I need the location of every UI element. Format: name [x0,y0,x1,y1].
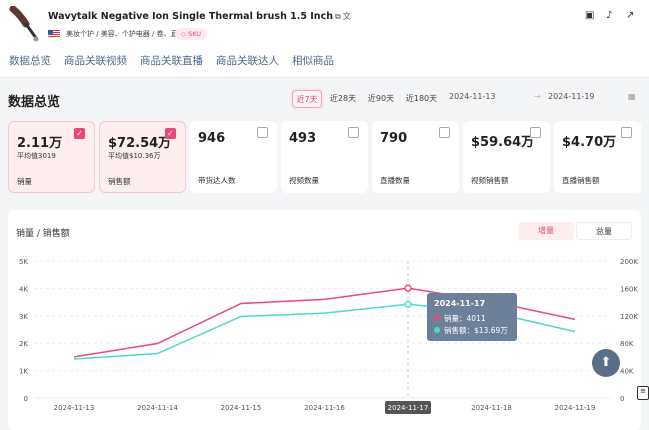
range-7d[interactable]: 近7天 [292,90,322,108]
metric-card[interactable]: $59.64万视频销售额 [463,121,550,193]
tooltip-dot-icon [434,315,440,321]
metric-card[interactable]: 2.11万 平均值3019 销量 ✓ [8,121,95,193]
x-tick-label: 2024-11-16 [304,404,345,412]
qrcode-icon[interactable]: ▣ [585,10,595,21]
metric-value: 790 [380,131,408,146]
metric-label: 销量 [17,177,32,186]
sku-badge[interactable]: ◇ SKU [175,28,208,40]
product-category: 美妆个护 / 美容、个护电器 / 卷、直发器 [66,30,192,38]
overview-title: 数据总览 [8,95,61,110]
x-tick-label: 2024-11-15 [221,404,262,412]
metric-label: 销售额 [108,177,131,186]
x-tick-label: 2024-11-18 [471,404,512,412]
tab-overview[interactable]: 数据总览 [9,55,51,67]
copy-icon[interactable]: ⧉ [334,12,341,21]
x-tick-highlight-bg [385,401,431,414]
metric-value: 493 [289,131,317,146]
metric-label: 带货达人数 [198,176,236,185]
chart-panel [8,210,641,430]
sales-chart[interactable]: 0 0 1K 40K 2K 80K 3K 120K 4K 160K 5K 200K 2024-11-13… [0,250,649,420]
range-180d[interactable]: 近180天 [405,94,438,103]
highlight-point [404,300,412,308]
tooltip-row-sales-amount: 销售额：$13.69万 [434,325,508,336]
metric-card[interactable]: 493 视频数量 [281,121,368,193]
y-left-tick-label: 5K [19,258,28,266]
tab-related-lives[interactable]: 商品关联直播 [140,55,203,67]
metric-card[interactable]: $4.70万直播销售额 [554,121,641,193]
tooltip-dot-icon [434,327,440,333]
y-left-tick-label: 4K [19,285,28,293]
metric-value: $59.64万 [471,135,535,150]
y-right-tick-label: 80K [620,340,634,348]
metric-checkbox[interactable] [257,127,268,138]
x-tick-label: 2024-11-17 [388,404,429,412]
metric-average: 平均值3019 [17,152,56,160]
metric-value: 946 [198,131,226,146]
metric-checkbox[interactable]: ✓ [165,128,176,139]
external-link-icon[interactable]: ↗ [626,10,635,21]
product-thumbnail [9,6,39,42]
metric-checkbox[interactable]: ✓ [74,128,85,139]
tag-icon: ◇ [181,30,189,38]
tab-similar-products[interactable]: 相似商品 [292,55,334,67]
metric-card[interactable]: $72.54万 平均值$10.36万 销售额 ✓ [99,121,186,193]
metric-value: $72.54万 [108,136,172,151]
y-right-tick-label: 200K [620,258,638,266]
chart-tooltip: 2024-11-17 销量：4011 销售额：$13.69万 [427,293,517,341]
metric-value: $4.70万 [562,135,617,150]
toggle-total[interactable]: 总量 [576,222,632,240]
y-left-tick-label: 2K [19,340,28,348]
header-divider [0,77,649,78]
x-tick-label: 2024-11-13 [54,404,95,412]
date-start[interactable]: 2024-11-13 [449,92,496,101]
tab-related-creators[interactable]: 商品关联达人 [216,55,279,67]
tooltip-row-sales-count: 销量：4011 [434,313,486,324]
metric-label: 直播销售额 [562,176,600,185]
product-header: Wavytalk Negative Ion Single Thermal bru… [0,0,649,77]
metric-checkbox[interactable] [439,127,450,138]
chart-title: 销量 / 销售额 [16,229,70,239]
y-left-tick-label: 1K [19,368,28,376]
date-end[interactable]: 2024-11-19 [548,92,595,101]
y-right-tick-label: 120K [620,313,638,321]
translate-icon[interactable]: 文 [342,12,351,21]
x-tick-label: 2024-11-14 [137,404,178,412]
highlight-point [404,284,412,292]
side-panel-icon[interactable]: ≡ [637,386,649,400]
product-tabs: 数据总览 商品关联视频 商品关联直播 商品关联达人 相似商品 [9,53,347,68]
product-title: Wavytalk Negative Ion Single Thermal bru… [48,11,351,22]
metric-checkbox[interactable] [348,127,359,138]
calendar-icon[interactable]: ▦ [628,92,636,101]
metric-card[interactable]: 946 带货达人数 [190,121,277,193]
tab-related-videos[interactable]: 商品关联视频 [64,55,127,67]
metric-checkbox[interactable] [530,127,541,138]
metric-label: 直播数量 [380,176,410,185]
tiktok-icon[interactable]: ♪ [606,10,613,21]
metric-checkbox[interactable] [621,127,632,138]
metric-label: 视频销售额 [471,176,509,185]
metric-average: 平均值$10.36万 [108,152,161,160]
range-28d[interactable]: 近28天 [329,94,357,103]
range-90d[interactable]: 近90天 [367,94,395,103]
toggle-increment[interactable]: 增量 [518,222,574,240]
metric-value: 2.11万 [17,136,63,151]
y-left-tick-label: 0 [24,395,28,403]
y-right-tick-label: 0 [620,395,624,403]
back-to-top-button[interactable]: ⬆ [592,349,620,377]
y-left-tick-label: 3K [19,313,28,321]
y-right-tick-label: 40K [620,368,634,376]
y-right-tick-label: 160K [620,285,638,293]
metric-label: 视频数量 [289,176,319,185]
us-flag-icon [48,30,60,38]
tooltip-date: 2024-11-17 [434,299,486,308]
metric-card[interactable]: 790 直播数量 [372,121,459,193]
date-arrow: → [534,92,541,101]
x-tick-label: 2024-11-19 [555,404,596,412]
